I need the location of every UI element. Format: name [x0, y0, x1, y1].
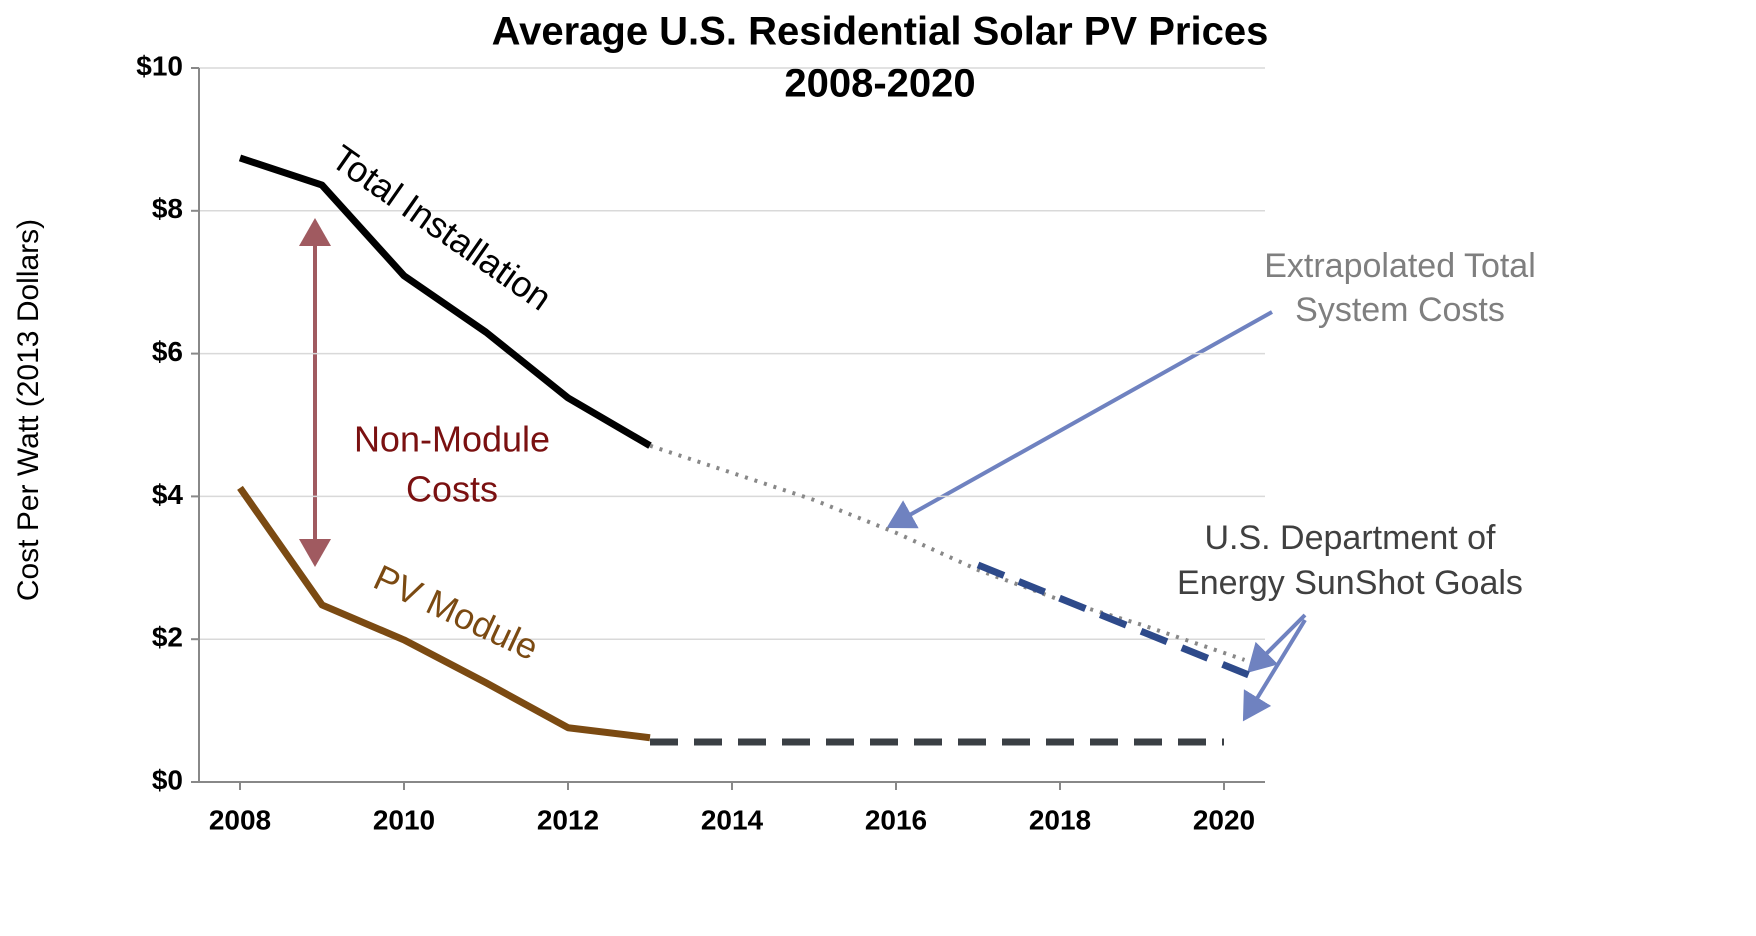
y-tick-label: $8: [152, 193, 183, 224]
chart-subtitle: 2008-2020: [784, 62, 975, 106]
arrow: [1242, 618, 1307, 722]
y-tick-label: $2: [152, 622, 183, 653]
annotation: Extrapolated Total: [1264, 247, 1536, 285]
annotation: System Costs: [1295, 291, 1505, 329]
x-tick-label: 2018: [1029, 804, 1091, 835]
x-tick-label: 2020: [1193, 804, 1255, 835]
y-tick-label: $0: [152, 764, 183, 795]
annotation: PV Module: [368, 557, 545, 669]
annotation: U.S. Department of: [1204, 519, 1496, 557]
annotation: Non-Module: [354, 419, 550, 460]
y-axis-label: Cost Per Watt (2013 Dollars): [12, 219, 45, 601]
line: [237, 485, 651, 742]
x-tick-label: 2008: [209, 804, 271, 835]
line: [976, 561, 1250, 679]
y-tick-label: $10: [136, 50, 183, 81]
y-tick-label: $6: [152, 336, 183, 367]
arrow: [886, 310, 1273, 529]
x-tick-label: 2016: [865, 804, 927, 835]
arrow: [1247, 613, 1307, 673]
x-tick-label: 2014: [701, 804, 764, 835]
x-tick-label: 2012: [537, 804, 599, 835]
x-tick-label: 2010: [373, 804, 435, 835]
annotation: Energy SunShot Goals: [1177, 564, 1523, 602]
line: [238, 154, 652, 449]
annotation: Costs: [406, 469, 498, 510]
y-tick-label: $4: [152, 479, 184, 510]
chart-title: Average U.S. Residential Solar PV Prices: [492, 10, 1269, 54]
line: [649, 443, 1246, 662]
